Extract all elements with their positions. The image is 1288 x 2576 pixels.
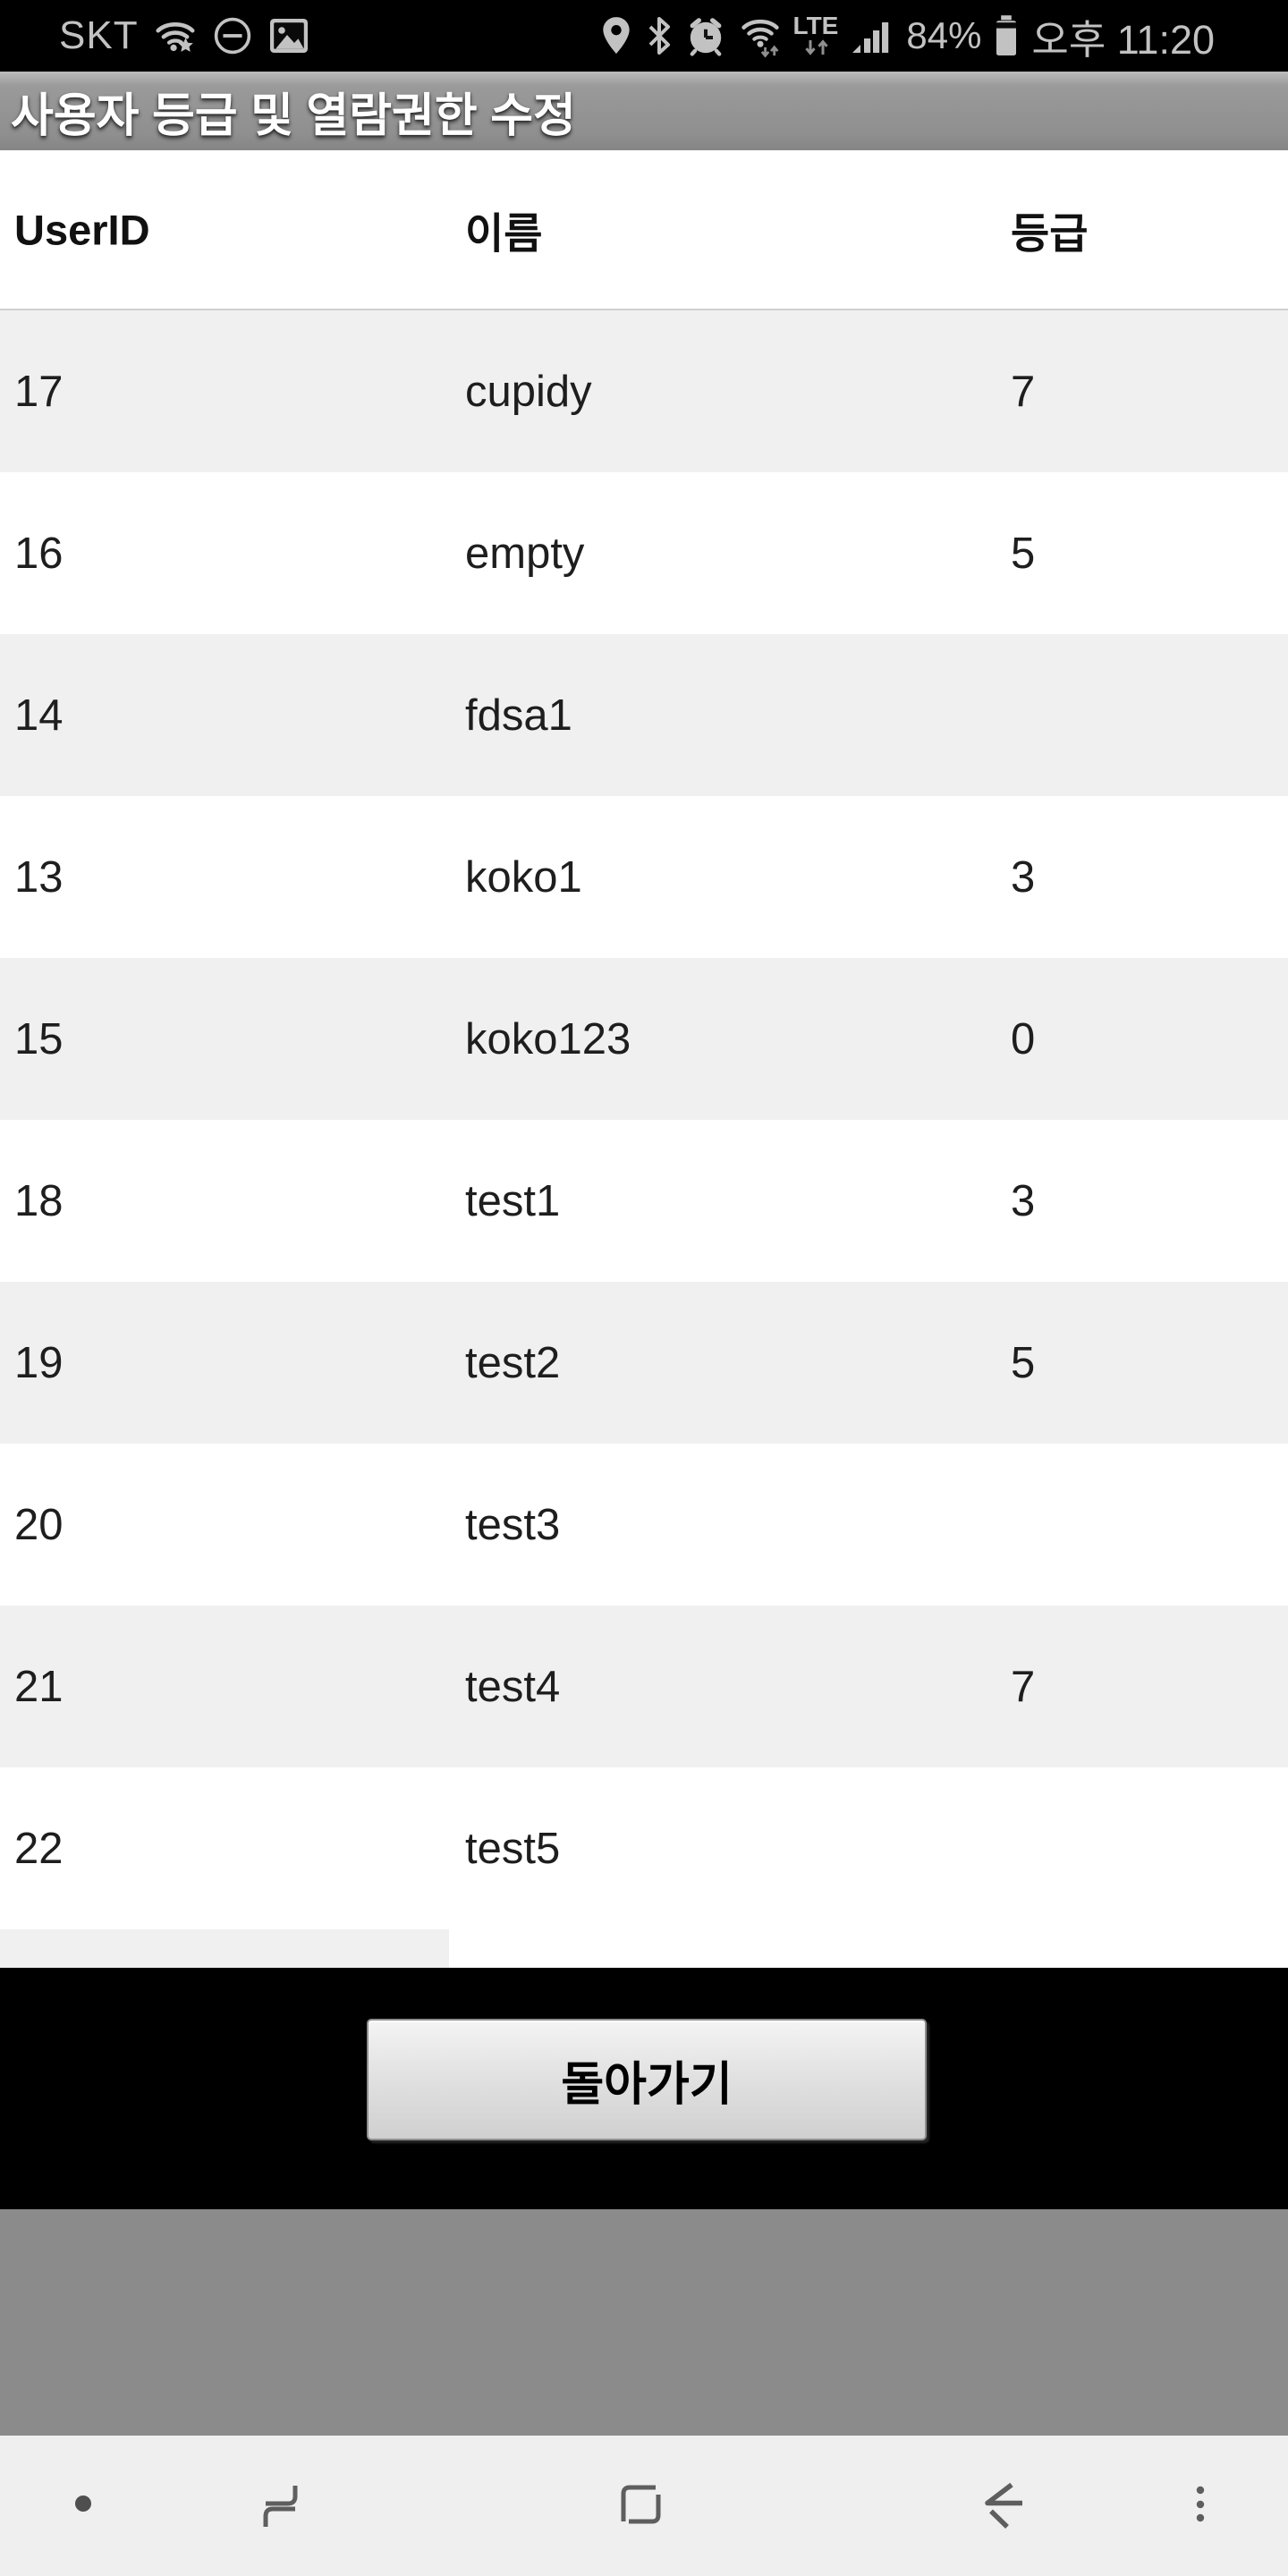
table-row[interactable]: 20 test3 [0,1444,1288,1606]
more-menu-icon[interactable] [1175,2480,1225,2530]
table-row[interactable]: 13 koko1 3 [0,796,1288,958]
table-header: UserID 이름 등급 [0,150,1288,310]
cell-userid: 15 [14,1014,64,1063]
cell-name: koko1 [465,852,582,902]
status-bar-left: SKT [0,13,310,58]
cell-name: test3 [465,1500,561,1549]
clock-label: 오후 11:20 [1031,16,1215,63]
table-row[interactable]: 21 test4 7 [0,1606,1288,1767]
user-list: 17 cupidy 7 16 empty 5 14 fdsa1 13 koko1… [0,310,1288,1929]
cell-userid: 18 [14,1176,64,1225]
footer-panel: 돌아가기 [0,1968,1288,2209]
cell-name: cupidy [465,367,592,416]
status-bar-right: LTE 84% 오후 11:20 [598,7,1288,65]
column-header-userid: UserID [14,206,150,253]
title-bar: 사용자 등급 및 열람권한 수정 [0,72,1288,150]
bluetooth-icon [648,17,670,55]
go-back-button[interactable]: 돌아가기 [367,2019,927,2140]
cell-grade: 7 [1011,1662,1036,1711]
carrier-label: SKT [59,13,139,57]
gallery-icon [269,19,308,53]
cell-userid: 14 [14,691,64,740]
cell-name: empty [465,529,585,578]
back-icon[interactable] [977,2480,1027,2530]
partial-row [0,1929,449,1968]
cell-grade: 7 [1011,367,1036,416]
cell-name: test2 [465,1338,561,1387]
cell-userid: 21 [14,1662,64,1711]
cell-userid: 22 [14,1824,64,1873]
cell-name: fdsa1 [465,691,572,740]
wifi-star-icon [156,22,195,52]
cell-userid: 20 [14,1500,64,1549]
page-title: 사용자 등급 및 열람권한 수정 [11,89,576,142]
cell-userid: 17 [14,367,64,416]
cell-grade: 0 [1011,1014,1036,1063]
navigation-bar [0,2436,1288,2576]
cell-grade: 3 [1011,1176,1036,1225]
battery-icon [996,15,1017,55]
cell-name: test1 [465,1176,561,1225]
table-row[interactable]: 16 empty 5 [0,472,1288,634]
do-not-disturb-icon [214,17,250,55]
home-icon[interactable] [616,2480,666,2530]
table-row[interactable]: 22 test5 [0,1767,1288,1929]
lte-label: LTE [792,12,839,39]
signal-icon [852,22,889,53]
table-row[interactable]: 14 fdsa1 [0,634,1288,796]
column-header-name: 이름 [465,209,543,257]
location-icon [602,17,630,55]
cell-name: koko123 [465,1014,631,1063]
lte-arrows-icon [805,39,828,55]
cell-userid: 19 [14,1338,64,1387]
wifi-icon [741,19,779,58]
dot-indicator-icon[interactable] [58,2480,108,2530]
table-row[interactable]: 18 test1 3 [0,1120,1288,1282]
empty-gray-panel [0,2209,1288,2436]
recent-apps-icon[interactable] [255,2480,305,2530]
column-header-grade: 등급 [1011,209,1089,257]
table-row[interactable]: 17 cupidy 7 [0,310,1288,472]
table-row[interactable]: 15 koko123 0 [0,958,1288,1120]
lte-icon: LTE [792,12,839,58]
table-row[interactable]: 19 test2 5 [0,1282,1288,1444]
alarm-icon [690,18,721,56]
cell-grade: 3 [1011,852,1036,902]
cell-userid: 13 [14,852,64,902]
status-bar: SKT [0,0,1288,72]
cell-userid: 16 [14,529,64,578]
cell-grade: 5 [1011,529,1036,578]
cell-name: test5 [465,1824,561,1873]
cell-name: test4 [465,1662,561,1711]
cell-grade: 5 [1011,1338,1036,1387]
battery-percent-label: 84% [906,14,982,56]
